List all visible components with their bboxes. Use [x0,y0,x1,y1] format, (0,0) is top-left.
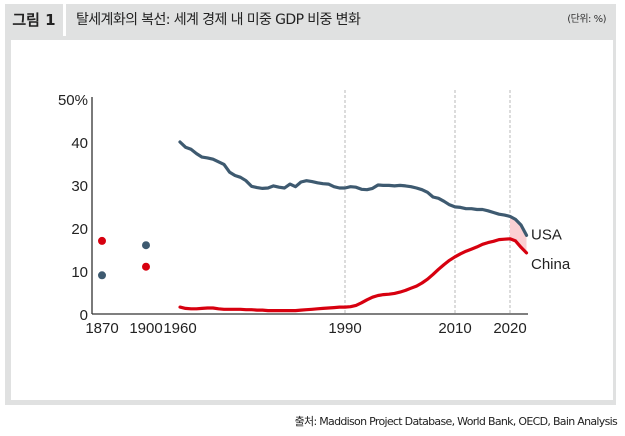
historical-points [98,236,150,280]
x-tick-label: 1900 [129,320,162,337]
x-tick-label: 1990 [328,320,361,337]
y-tick-label: 50% [58,92,88,109]
gap-highlight [510,216,527,253]
point-china-1900 [142,262,150,271]
unit-label: (단위: %) [567,14,606,25]
y-tick-label: 20 [71,221,88,238]
point-usa-1900 [142,241,150,250]
axes [91,97,528,315]
x-tick-label: 1960 [163,320,196,337]
series-line-china [178,237,529,313]
series-lines [178,140,529,313]
x-tick-label: 2010 [438,320,471,337]
x-tick-label: 2020 [493,320,526,337]
y-tick-label: 10 [71,264,88,281]
series-label-china: China [531,256,571,273]
x-tick-label: 1870 [85,320,118,337]
x-tick-labels: 1870 1900 1960 1990 2010 2020 [85,320,526,337]
usa-china-gap-area [510,216,527,253]
y-tick-labels: 0 10 20 30 40 50% [58,92,88,324]
series-line-usa [178,140,529,237]
figure-label: 그림 1 [5,4,63,36]
header-divider [63,4,66,36]
y-tick-label: 0 [80,307,88,324]
y-tick-label: 30 [71,178,88,195]
y-tick-label: 40 [71,135,88,152]
point-usa-1870 [98,271,106,280]
title-bar: 탈세계화의 복선: 세계 경제 내 미중 GDP 비중 변화 (단위: %) [66,4,616,36]
point-china-1870 [98,236,106,245]
chart-title: 탈세계화의 복선: 세계 경제 내 미중 GDP 비중 변화 [76,12,361,28]
series-label-usa: USA [531,226,562,243]
series-labels: USA China [531,226,571,273]
vertical-guides [344,90,511,314]
source-note: 출처: Maddison Project Database, World Ban… [294,415,618,428]
